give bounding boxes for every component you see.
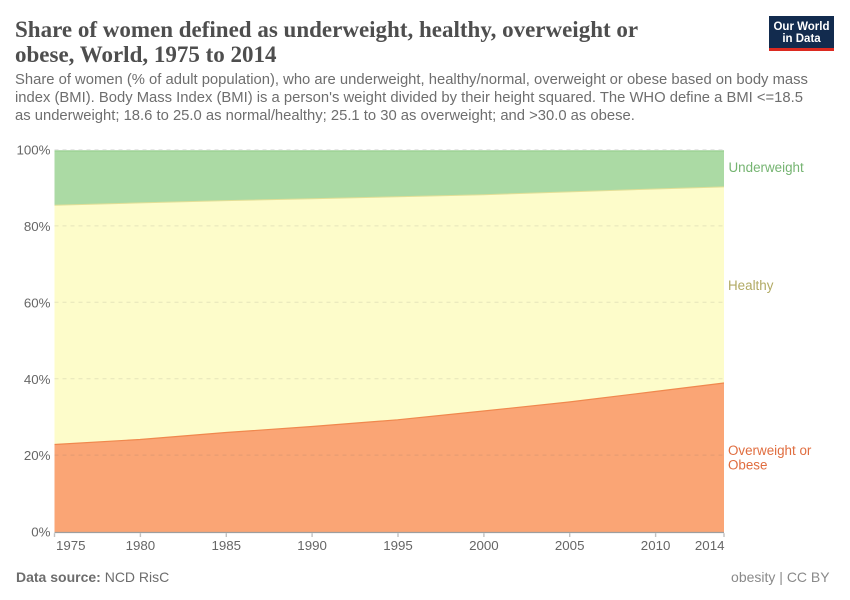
svg-text:2014: 2014 <box>695 538 725 553</box>
svg-text:2010: 2010 <box>641 538 671 553</box>
svg-text:100%: 100% <box>16 143 50 158</box>
svg-text:1975: 1975 <box>56 538 86 553</box>
svg-text:2005: 2005 <box>555 538 585 553</box>
svg-text:1985: 1985 <box>212 538 242 553</box>
svg-text:2000: 2000 <box>469 538 499 553</box>
svg-text:Overweight or: Overweight or <box>728 443 812 458</box>
svg-text:Healthy: Healthy <box>728 278 774 293</box>
svg-text:1995: 1995 <box>383 538 413 553</box>
svg-text:Obese: Obese <box>728 458 767 473</box>
svg-text:80%: 80% <box>24 219 51 234</box>
svg-text:20%: 20% <box>24 448 51 463</box>
svg-text:0%: 0% <box>31 525 50 540</box>
svg-text:Underweight: Underweight <box>729 160 804 175</box>
svg-text:1980: 1980 <box>126 538 156 553</box>
svg-text:1990: 1990 <box>297 538 327 553</box>
svg-text:60%: 60% <box>24 295 51 310</box>
svg-text:40%: 40% <box>24 372 51 387</box>
